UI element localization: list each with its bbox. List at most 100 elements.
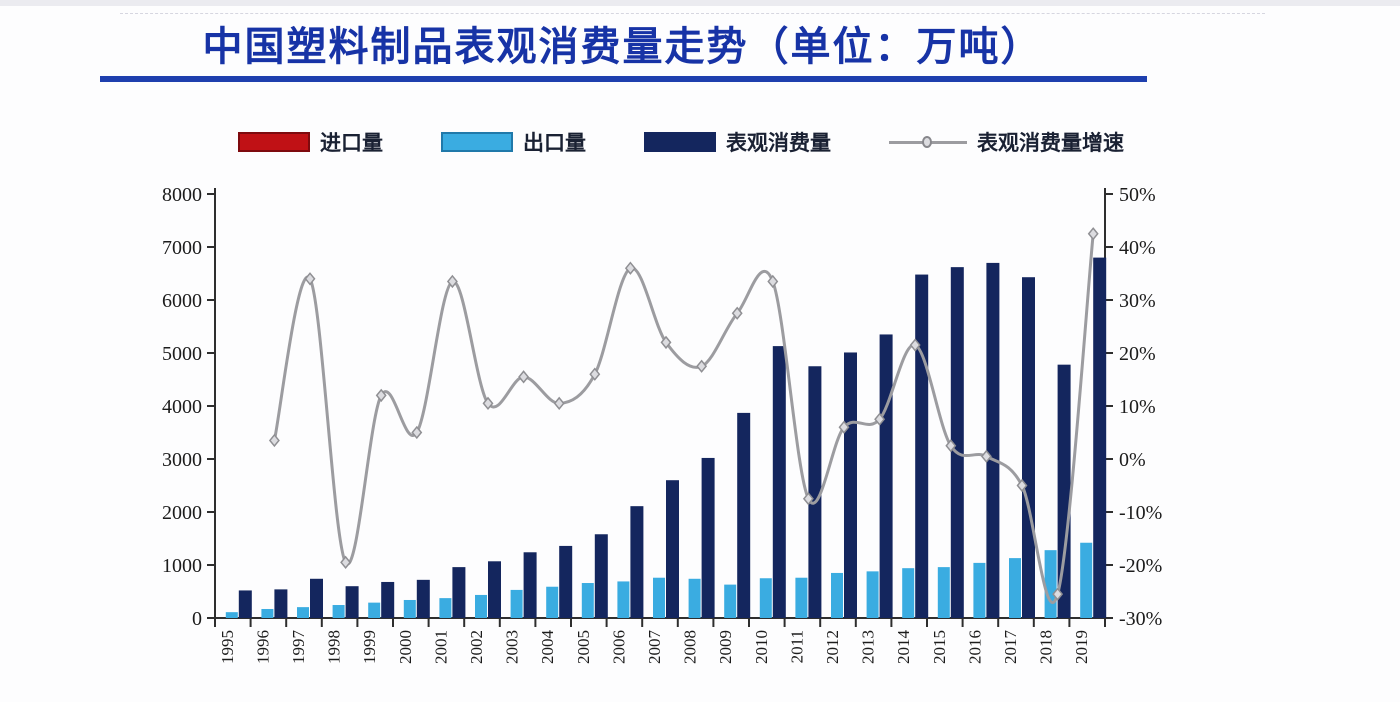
consumption-bar (559, 545, 573, 618)
consumption-bar (594, 534, 608, 618)
legend-item-growth: 表观消费量增速 (889, 127, 1124, 157)
export-bar (688, 578, 701, 618)
consumption-bar (666, 480, 679, 618)
legend-label-export: 出口量 (523, 131, 586, 155)
x-axis-year-label: 2017 (1001, 630, 1020, 665)
export-bar (1009, 558, 1021, 618)
right-axis-tick-label: -20% (1119, 555, 1162, 577)
export-bar (475, 594, 487, 618)
growth-marker-icon (731, 306, 743, 320)
right-axis-tick-label: 10% (1119, 396, 1156, 418)
left-axis-tick-label: 8000 (162, 184, 202, 206)
consumption-bar (808, 366, 822, 618)
x-axis-year-label: 2015 (930, 630, 949, 664)
legend-item-export: 出口量 (441, 127, 586, 157)
consumption-bar (737, 412, 751, 618)
export-bar (866, 571, 879, 618)
consumption-bar (879, 334, 893, 618)
x-axis-year-label: 2003 (503, 630, 522, 664)
legend-swatch-export (441, 132, 513, 152)
x-axis-year-label: 1996 (253, 630, 272, 664)
consumption-bar (416, 579, 430, 618)
consumption-bar (844, 352, 857, 618)
legend-line-marker-icon (922, 136, 932, 148)
growth-marker-icon (909, 338, 921, 352)
x-axis-year-label: 1995 (218, 630, 237, 664)
right-axis-tick-label: 50% (1119, 184, 1156, 206)
top-divider (120, 13, 1265, 14)
consumption-bar (488, 561, 501, 618)
x-axis-year-label: 2007 (645, 630, 664, 665)
x-axis-year-label: 2011 (787, 630, 806, 663)
export-bar (759, 578, 772, 618)
growth-marker-icon (482, 396, 494, 411)
right-axis-tick-label: 30% (1119, 290, 1156, 312)
legend-swatch-consumption (644, 132, 716, 152)
right-axis-tick-label: 0% (1119, 449, 1146, 471)
x-axis-year-label: 1999 (360, 630, 379, 664)
export-bar (510, 589, 523, 618)
x-axis-year-label: 2019 (1072, 630, 1091, 664)
export-bar (439, 598, 452, 618)
legend-item-consumption: 表观消费量 (644, 127, 831, 157)
growth-marker-icon (838, 420, 850, 434)
growth-marker-icon (945, 439, 957, 453)
x-axis-year-label: 2010 (752, 630, 771, 664)
title-underline (100, 76, 1147, 82)
left-axis-tick-label: 2000 (162, 502, 202, 524)
x-axis-year-label: 2013 (859, 630, 878, 664)
consumption-bar (1093, 257, 1107, 618)
growth-marker-icon (411, 425, 423, 440)
consumption-bar (1022, 277, 1035, 618)
growth-marker-icon (802, 492, 814, 506)
x-axis-year-label: 2006 (609, 630, 628, 664)
growth-marker-icon (375, 388, 387, 403)
top-strip (0, 0, 1400, 6)
chart-legend: 进口量 出口量 表观消费量 表观消费量增速 (238, 124, 1124, 160)
consumption-bar (630, 506, 644, 618)
consumption-bar (274, 589, 288, 618)
growth-marker-icon (304, 272, 316, 286)
x-axis-year-label: 2000 (396, 630, 415, 664)
export-bar (902, 568, 915, 618)
export-bar (297, 607, 309, 618)
x-axis-year-label: 2014 (894, 630, 913, 665)
right-axis-tick-label: 40% (1119, 237, 1156, 259)
consumption-bar (345, 586, 359, 618)
growth-marker-icon (660, 335, 672, 350)
x-axis-year-label: 2005 (574, 630, 593, 664)
growth-marker-icon (980, 449, 992, 464)
export-bar (546, 586, 559, 618)
growth-marker-icon (340, 555, 352, 570)
export-bar (261, 608, 274, 618)
consumption-bar (310, 578, 323, 618)
export-bar (368, 602, 381, 618)
export-bar (581, 583, 594, 618)
legend-label-import: 进口量 (320, 131, 383, 155)
growth-marker-icon (589, 367, 601, 381)
consumption-bar (1057, 364, 1071, 618)
left-axis-tick-label: 1000 (162, 555, 202, 577)
left-axis-tick-label: 5000 (162, 343, 202, 365)
growth-line (272, 232, 1095, 605)
growth-marker-icon (1052, 587, 1064, 601)
consumption-bar (772, 346, 786, 618)
export-bar (653, 577, 665, 618)
x-axis-year-label: 2018 (1037, 630, 1056, 664)
export-bar (1044, 550, 1057, 618)
x-axis-year-label: 2002 (467, 630, 486, 664)
left-axis-tick-label: 7000 (162, 237, 202, 259)
growth-marker-icon (518, 370, 530, 384)
x-axis-year-label: 2004 (538, 630, 557, 665)
x-axis-year-label: 2008 (681, 630, 700, 664)
consumption-bar (452, 567, 466, 618)
growth-marker-icon (767, 274, 779, 289)
export-bar (724, 584, 737, 618)
growth-marker-icon (446, 274, 458, 289)
x-axis-year-label: 2016 (965, 630, 984, 664)
export-bar (937, 567, 950, 618)
growth-marker-icon (268, 433, 280, 448)
right-axis-tick-label: -10% (1119, 502, 1162, 524)
consumption-bar (986, 262, 1000, 618)
export-bar (225, 612, 238, 618)
